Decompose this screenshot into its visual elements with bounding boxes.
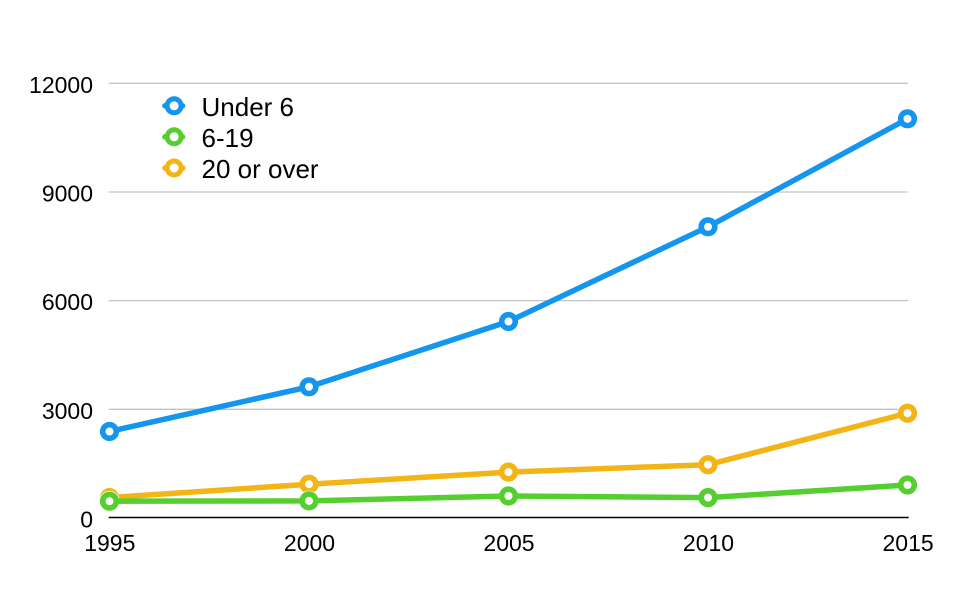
svg-text:20 or over: 20 or over (202, 154, 319, 184)
svg-text:0: 0 (80, 506, 93, 532)
svg-text:6-19: 6-19 (202, 123, 254, 153)
svg-text:2010: 2010 (683, 530, 734, 556)
svg-text:2015: 2015 (883, 530, 934, 556)
svg-text:2000: 2000 (284, 530, 335, 556)
svg-text:9000: 9000 (42, 181, 93, 207)
svg-text:1995: 1995 (84, 530, 135, 556)
svg-text:6000: 6000 (42, 289, 93, 315)
svg-text:2005: 2005 (483, 530, 534, 556)
svg-text:3000: 3000 (42, 398, 93, 424)
svg-text:12000: 12000 (29, 72, 93, 98)
svg-text:Under 6: Under 6 (202, 92, 295, 122)
